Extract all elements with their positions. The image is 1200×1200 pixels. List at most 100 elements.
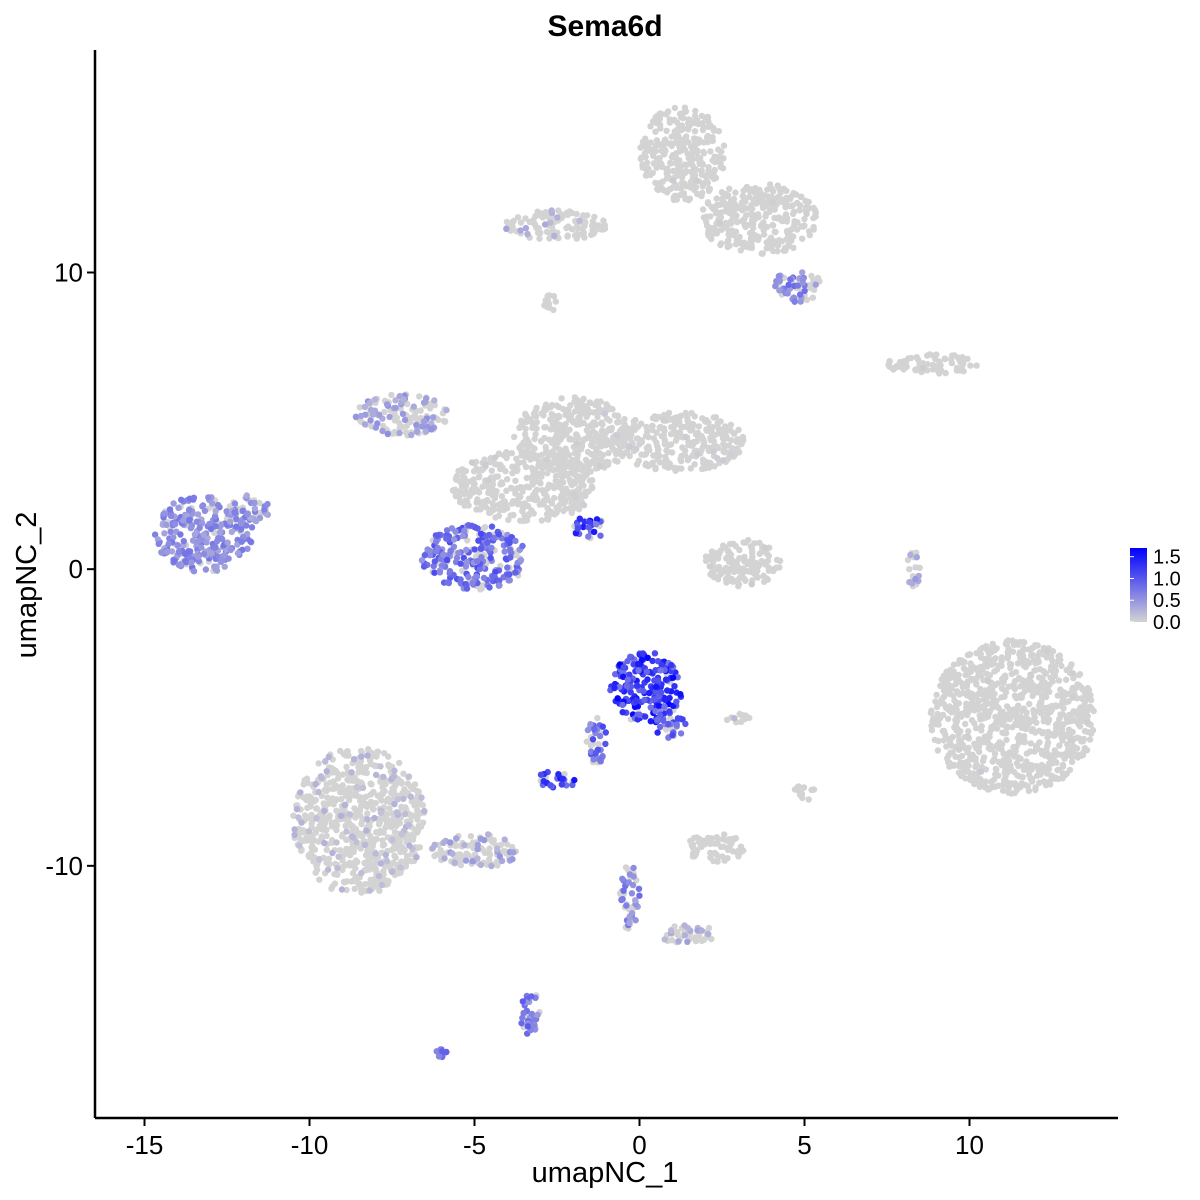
cell-point [1027,740,1035,747]
cell-point [343,763,350,771]
cell-point [703,172,710,179]
cell-point [769,186,776,193]
cell-point [1034,685,1041,693]
cell-point [975,746,982,753]
cell-point [756,539,763,547]
cell-point [1011,768,1018,776]
cell-point [664,448,672,456]
cell-point [473,573,480,580]
cell-point [537,771,545,778]
cell-point [666,117,674,125]
cell-point [514,214,522,221]
cell-point [1069,748,1077,756]
cell-point [353,858,360,865]
cell-point [1012,668,1020,676]
cell-point [657,689,665,696]
cell-point [694,147,701,154]
cell-point [981,702,988,709]
cell-point [436,569,444,576]
cell-point [719,457,727,464]
cell-point [675,938,682,945]
cell-point [655,157,663,164]
cell-point [370,411,377,418]
cell-point [649,169,656,177]
cell-point [782,211,790,218]
cell-point [672,133,679,141]
cell-point [708,203,715,211]
cell-point [312,805,320,812]
cell-point [621,421,628,428]
cell-point [992,713,999,721]
cell-point [585,524,592,531]
cell-point [589,477,596,484]
cell-point [720,142,728,149]
cell-point [673,157,680,164]
cell-point [386,805,393,812]
cell-point [547,782,554,789]
cell-point [404,400,411,408]
cell-point [972,701,979,709]
cell-point [751,196,758,204]
cell-point [930,715,937,722]
cell-point [530,217,537,224]
cell-point [982,655,989,663]
cell-point [358,820,365,828]
cell-point [389,868,396,875]
cell-point [513,455,520,462]
cell-point [503,218,511,226]
cell-point [539,214,546,221]
cell-point [591,726,598,733]
cell-point [700,148,707,156]
cell-point [742,567,749,574]
cell-point [1002,730,1010,737]
cell-point [703,417,710,424]
cell-point [491,454,499,461]
cell-point [542,443,549,451]
x-tick-label: -15 [126,1130,164,1160]
cell-point [886,358,893,365]
cell-point [670,196,678,203]
cell-point [473,465,480,472]
cell-point [971,774,978,781]
cell-point [928,726,936,734]
cell-point [1018,780,1025,787]
cell-point [652,179,659,186]
cell-point [587,721,594,728]
cell-point [1032,667,1039,674]
cell-point [446,568,454,575]
cell-point [1026,719,1033,727]
cell-point [532,431,539,438]
cell-point [682,433,689,440]
cell-point [301,777,308,784]
cell-point [590,443,597,450]
cell-point [180,517,187,524]
cell-point [999,787,1007,794]
cell-point [406,842,413,849]
x-tick-label: -5 [463,1130,486,1160]
cell-point [1068,661,1075,668]
cell-point [488,467,495,474]
cell-point [763,245,770,252]
cell-point [1062,699,1069,706]
cell-point [558,781,565,788]
cell-point [443,1048,450,1056]
cell-point [379,842,387,849]
cell-point [475,537,482,544]
cell-point [799,269,806,276]
cell-point [952,753,959,760]
cell-point [594,413,601,421]
cell-point [175,504,182,511]
cell-point [720,440,727,448]
cell-point [312,869,319,876]
cell-point [489,573,496,580]
cell-point [966,704,974,711]
cell-point [971,780,978,788]
cell-point [1034,772,1041,779]
cell-point [1014,754,1022,761]
cell-point [459,532,466,540]
cell-point [774,194,781,201]
cell-point [1025,646,1033,653]
cell-point [812,281,819,288]
cell-point [639,138,647,146]
cell-point [519,542,526,550]
